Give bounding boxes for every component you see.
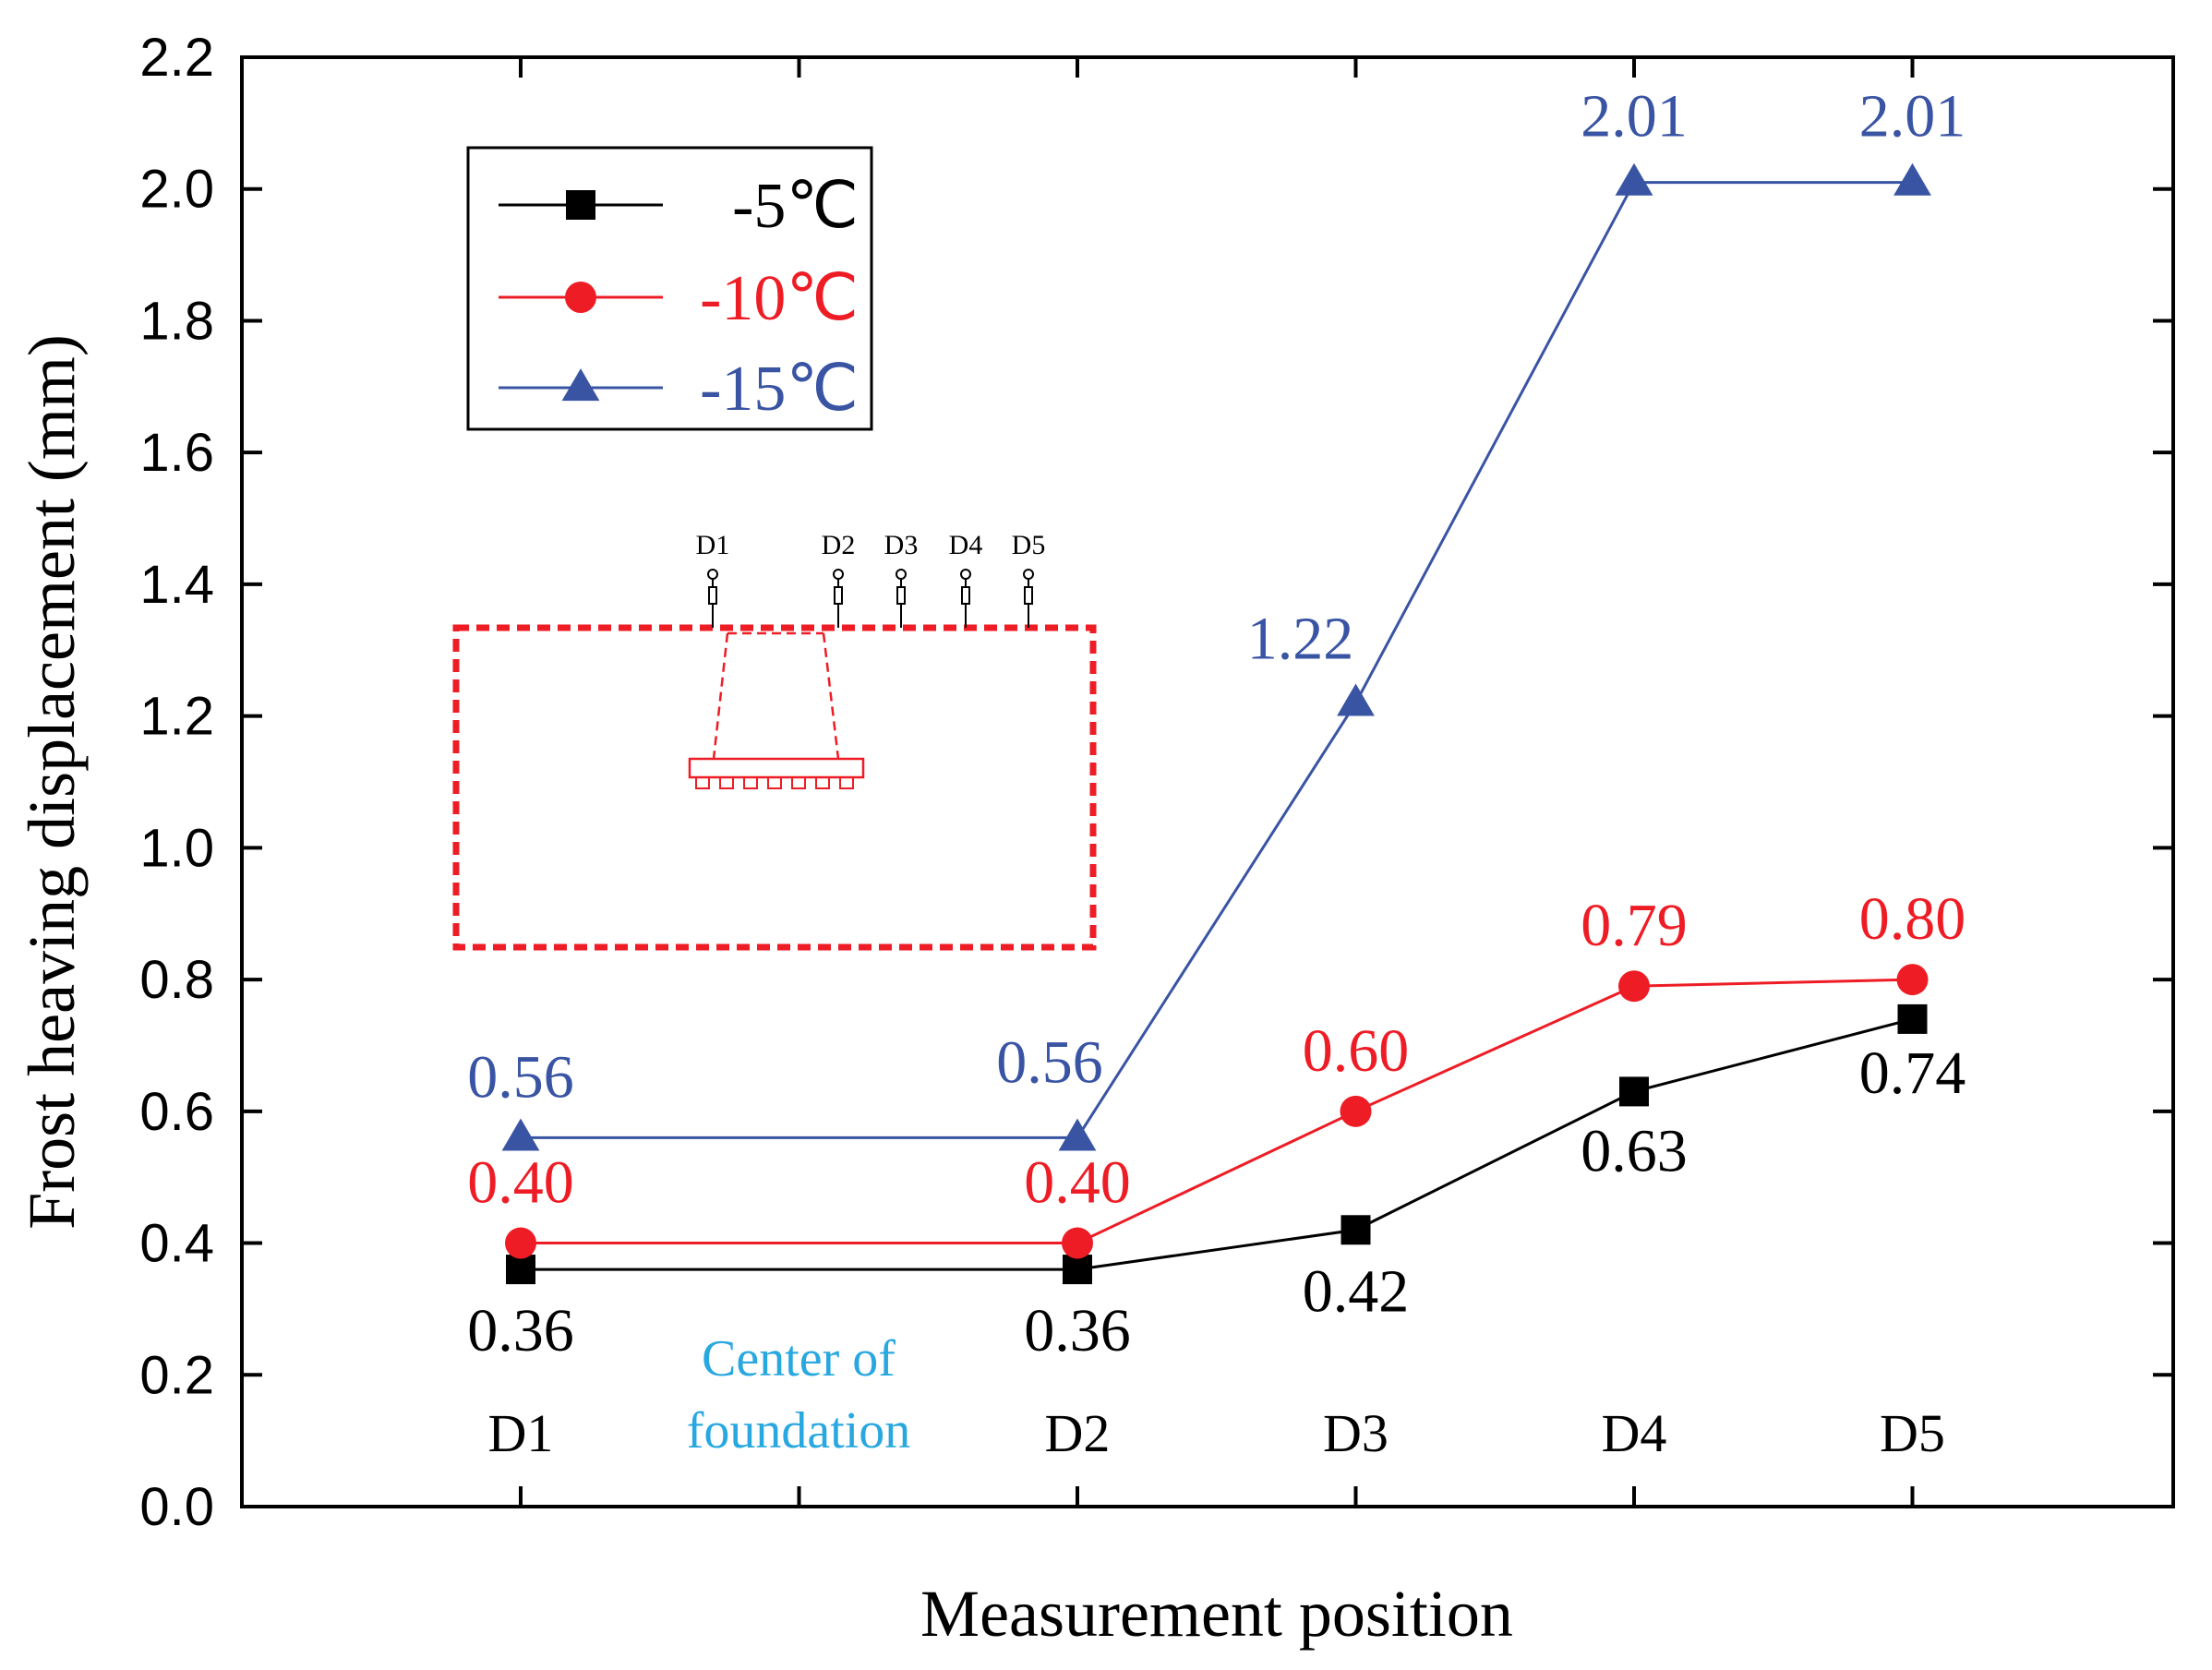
- data-label-circle: 0.40: [467, 1149, 574, 1217]
- data-label-triangle: 2.01: [1859, 83, 1966, 150]
- y-tick-label: 2.2: [139, 28, 214, 88]
- data-label-square: 0.42: [1303, 1257, 1410, 1325]
- data-point-square: [506, 1255, 535, 1285]
- data-label-triangle: 0.56: [467, 1043, 574, 1111]
- data-label-triangle: 2.01: [1581, 83, 1688, 150]
- series-layer: [501, 162, 1931, 1285]
- x-axis-title: Measurement position: [920, 1577, 1513, 1651]
- data-point-triangle: [1615, 162, 1653, 196]
- data-point-triangle: [501, 1118, 540, 1151]
- inset-sensor-label: D5: [1012, 530, 1046, 560]
- data-label-square: 0.36: [1024, 1297, 1131, 1364]
- data-point-circle: [1340, 1095, 1372, 1127]
- data-point-circle: [1062, 1227, 1093, 1259]
- data-label-circle: 0.60: [1303, 1017, 1410, 1085]
- data-point-square: [1619, 1076, 1649, 1107]
- data-point-circle: [1896, 964, 1929, 996]
- y-tick-label: 0.0: [139, 1477, 214, 1537]
- y-tick-label: 1.8: [139, 291, 214, 351]
- inset-boundary-box: [452, 624, 1097, 951]
- category-labels: D1 D2 D3 D4 D5: [488, 1403, 1945, 1463]
- y-tick-label: 0.4: [139, 1214, 214, 1274]
- inset-sensor-label: D4: [949, 530, 983, 560]
- inset-sensor-label: D1: [696, 530, 730, 560]
- inset-sensor-label: D2: [822, 530, 856, 560]
- y-axis-title: Frost heaving displacement (mm): [15, 334, 89, 1230]
- inset-sensor-body: [961, 586, 970, 605]
- inset-dashed-line: [712, 632, 729, 760]
- legend-marker-circle: [565, 282, 596, 313]
- foundation-inset-diagram: D1 D2 D3 D4 D5: [452, 530, 1097, 951]
- data-label-square: 0.63: [1581, 1117, 1688, 1184]
- data-label-triangle: 0.56: [996, 1028, 1103, 1096]
- data-point-triangle: [1337, 683, 1375, 716]
- data-point-square: [1340, 1215, 1371, 1245]
- annotation-center-of: Center of: [702, 1330, 896, 1388]
- inset-sensor-body: [896, 586, 906, 605]
- legend: -5℃ -10℃ -15℃: [466, 146, 873, 431]
- y-tick-label: 0.2: [139, 1345, 214, 1405]
- y-tick-label: 1.0: [139, 818, 214, 878]
- data-labels-layer: 0.36 0.36 0.42 0.63 0.74 0.40 0.40 0.60 0.79 0.80…: [467, 83, 1966, 1365]
- data-label-square: 0.74: [1859, 1039, 1966, 1107]
- y-tick-label: 1.6: [139, 423, 214, 483]
- x-axis-ticks: [519, 57, 1915, 1507]
- data-label-circle: 0.40: [1024, 1149, 1131, 1217]
- y-tick-label: 0.8: [139, 950, 214, 1010]
- data-point-circle: [1618, 970, 1650, 1003]
- inset-sensor-label: D3: [884, 530, 919, 560]
- y-tick-label: 2.0: [139, 160, 214, 220]
- legend-label: -15℃: [700, 354, 859, 425]
- inset-foundation-rib: [815, 776, 830, 789]
- data-point-square: [1897, 1003, 1928, 1034]
- data-label-circle: 0.79: [1581, 892, 1688, 959]
- inset-foundation-rib: [839, 776, 854, 789]
- plot-frame: [240, 55, 2175, 1508]
- inset-foundation-rib: [743, 776, 758, 789]
- data-point-circle: [505, 1227, 536, 1259]
- legend-marker-triangle: [561, 368, 600, 402]
- data-label-triangle: 1.22: [1247, 605, 1354, 672]
- legend-marker-square: [566, 190, 595, 220]
- data-label-circle: 0.80: [1859, 885, 1966, 953]
- y-tick-label: 0.6: [139, 1082, 214, 1142]
- x-category-label: D3: [1323, 1403, 1389, 1463]
- inset-sensor-body: [708, 586, 717, 605]
- inset-dashed-line: [822, 632, 840, 760]
- inset-foundation-rib: [767, 776, 782, 789]
- inset-sensor-body: [834, 586, 843, 605]
- inset-foundation-rib: [695, 776, 710, 789]
- legend-label: -10℃: [700, 263, 859, 334]
- data-point-triangle: [1058, 1118, 1097, 1151]
- inset-foundation-rib: [719, 776, 734, 789]
- data-label-square: 0.36: [467, 1297, 574, 1364]
- legend-box: [466, 146, 873, 431]
- x-category-label: D2: [1045, 1403, 1111, 1463]
- x-category-label: D5: [1880, 1403, 1945, 1463]
- x-category-label: D4: [1602, 1403, 1667, 1463]
- legend-label: -5℃: [732, 171, 859, 242]
- y-tick-label: 1.2: [139, 687, 214, 747]
- y-axis-ticks: 0.0 0.2 0.4 0.6 0.8 1.0 1.2 1.4 1.6 1.8 2.0 2.2: [139, 28, 2173, 1537]
- y-tick-label: 1.4: [139, 555, 214, 615]
- inset-foundation-rib: [791, 776, 806, 789]
- data-point-square: [1063, 1255, 1092, 1285]
- x-category-label: D1: [488, 1403, 554, 1463]
- annotation-foundation: foundation: [687, 1402, 911, 1460]
- inset-sensor-body: [1024, 586, 1033, 605]
- data-point-triangle: [1893, 162, 1931, 196]
